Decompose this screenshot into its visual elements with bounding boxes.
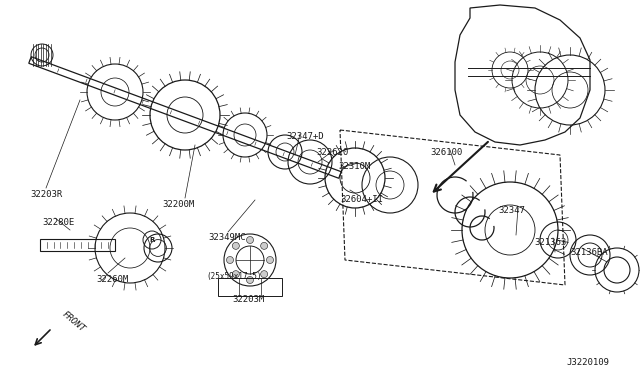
Text: FRONT: FRONT bbox=[60, 310, 86, 334]
Text: 321363: 321363 bbox=[534, 238, 566, 247]
Text: 326100: 326100 bbox=[430, 148, 462, 157]
Text: 32203R: 32203R bbox=[30, 190, 62, 199]
Text: 32203M: 32203M bbox=[232, 295, 264, 304]
Text: 32347+D: 32347+D bbox=[286, 132, 324, 141]
Text: 32280E: 32280E bbox=[42, 218, 74, 227]
Circle shape bbox=[246, 237, 253, 244]
Circle shape bbox=[260, 242, 268, 249]
Text: 32136BA: 32136BA bbox=[570, 248, 607, 257]
Text: (25x59x17.5): (25x59x17.5) bbox=[206, 272, 262, 281]
Text: 322620: 322620 bbox=[316, 148, 348, 157]
Text: 32200M: 32200M bbox=[162, 200, 195, 209]
Text: 32347: 32347 bbox=[498, 206, 525, 215]
Circle shape bbox=[266, 257, 273, 263]
Circle shape bbox=[232, 271, 239, 278]
Circle shape bbox=[232, 242, 239, 249]
Text: 32310M: 32310M bbox=[338, 162, 371, 171]
Text: R: R bbox=[149, 237, 155, 243]
Circle shape bbox=[246, 276, 253, 283]
Text: 32604+II: 32604+II bbox=[340, 195, 383, 204]
Text: J3220109: J3220109 bbox=[566, 358, 609, 367]
Circle shape bbox=[260, 271, 268, 278]
Bar bbox=[218, 278, 282, 296]
Circle shape bbox=[227, 257, 234, 263]
Text: 32349MC: 32349MC bbox=[208, 233, 246, 242]
Text: 32260M: 32260M bbox=[96, 275, 128, 284]
